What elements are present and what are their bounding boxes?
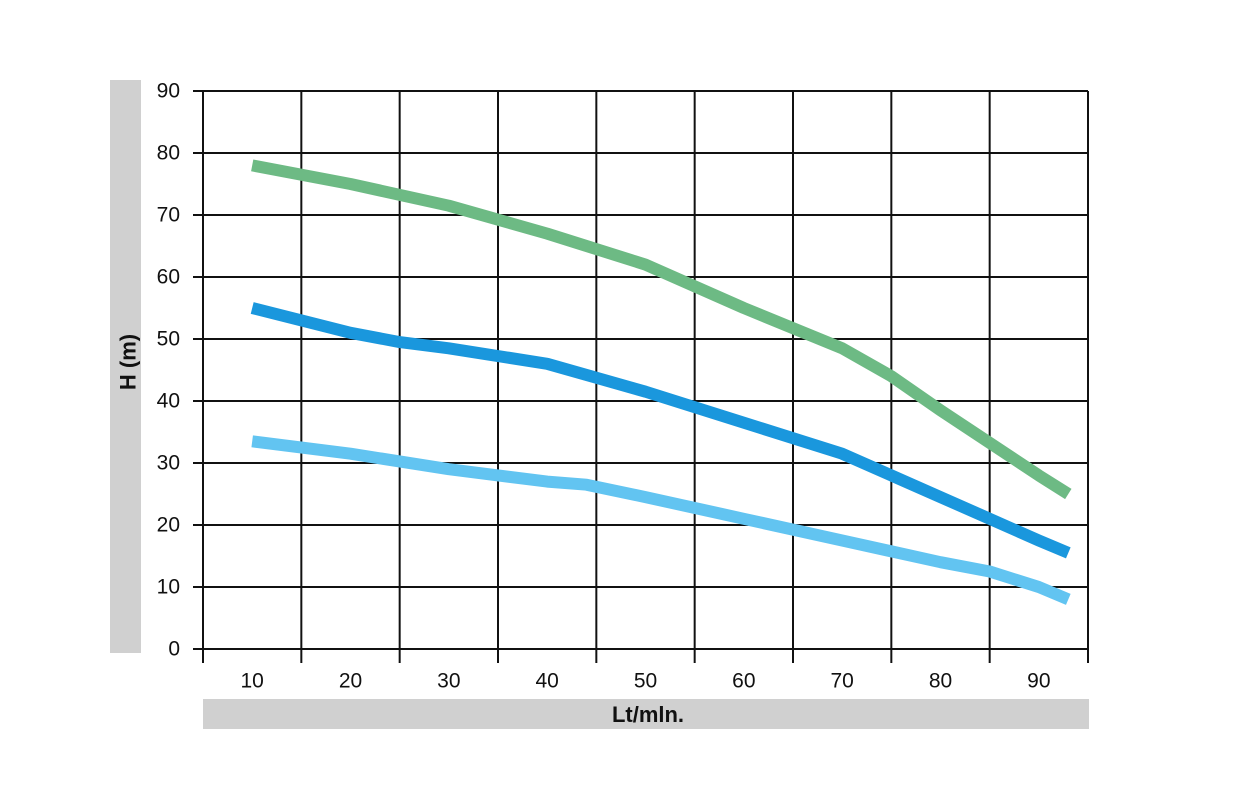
y-tick-label-40: 40 — [157, 390, 180, 413]
x-axis-ticks: 10 20 30 40 50 60 70 80 90 — [240, 670, 1050, 693]
series-line-1 — [251, 159, 1072, 500]
series-layer — [250, 159, 1072, 605]
x-tick-label-70: 70 — [830, 670, 853, 693]
x-axis-title: Lt/mln. — [612, 702, 684, 727]
y-tick-label-90: 90 — [157, 80, 180, 103]
x-tick-label-40: 40 — [535, 670, 558, 693]
x-tick-label-80: 80 — [929, 670, 952, 693]
y-tick-label-30: 30 — [157, 452, 180, 475]
y-tick-label-50: 50 — [157, 328, 180, 351]
x-tick-label-90: 90 — [1027, 670, 1050, 693]
series-line-2 — [250, 302, 1071, 559]
y-tick-label-60: 60 — [157, 266, 180, 289]
y-axis-ticks: 0 10 20 30 40 50 60 70 80 90 — [157, 80, 180, 661]
x-axis-title-band — [203, 699, 1089, 729]
x-tick-label-30: 30 — [437, 670, 460, 693]
y-tick-label-0: 0 — [168, 638, 180, 661]
x-tick-label-10: 10 — [240, 670, 263, 693]
y-tick-label-20: 20 — [157, 514, 180, 537]
y-axis-title-band — [110, 80, 141, 653]
y-axis-title: H (m) — [116, 334, 141, 390]
x-tick-label-20: 20 — [339, 670, 362, 693]
y-tick-label-10: 10 — [157, 576, 180, 599]
series-line-3 — [251, 435, 1071, 605]
y-tick-label-70: 70 — [157, 204, 180, 227]
y-tick-label-80: 80 — [157, 142, 180, 165]
x-tick-label-50: 50 — [634, 670, 657, 693]
x-tick-label-60: 60 — [732, 670, 755, 693]
